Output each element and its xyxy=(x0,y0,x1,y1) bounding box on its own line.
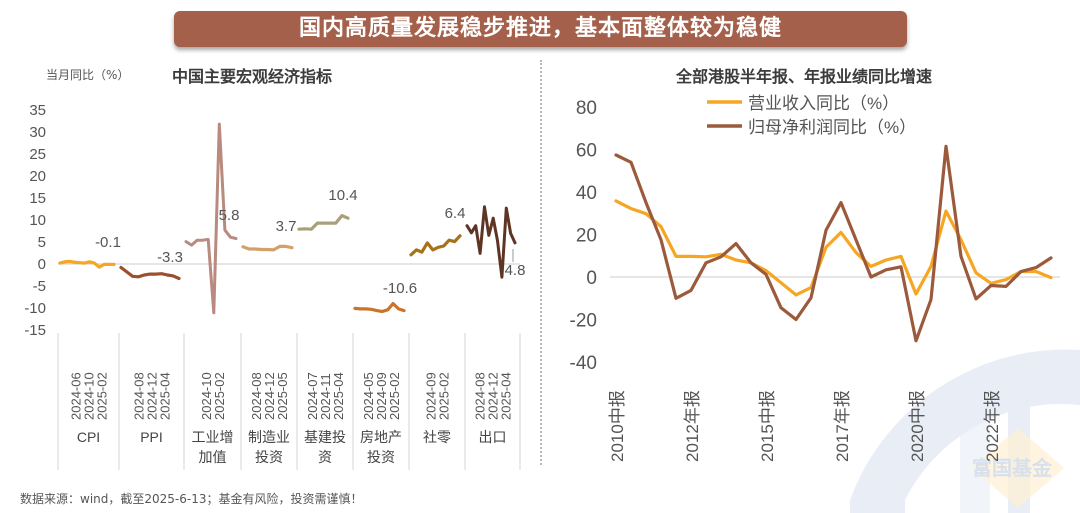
x-tick-date-label: 2024-11 xyxy=(318,373,333,420)
watermark-logo: 富国基金 xyxy=(850,349,1080,513)
left-y-tick-label: 5 xyxy=(38,234,46,251)
series-line-5 xyxy=(353,302,406,314)
x-tick-date-label: 2025-04 xyxy=(158,372,173,420)
right-y-tick-label: -20 xyxy=(570,311,597,332)
category-label: 制造业投资 xyxy=(248,429,290,465)
x-tick-date-label: 2024-10 xyxy=(82,372,97,420)
category-label-line: 制造业 xyxy=(248,429,290,445)
left-y-axis-unit: 当月同比（%） xyxy=(46,68,130,82)
panel-divider xyxy=(540,60,542,465)
x-tick-date-label: 2025-02 xyxy=(437,372,452,420)
banner-title: 国内高质量发展稳步推进，基本面整体较为稳健 xyxy=(174,11,907,47)
series-end-label: -10.6 xyxy=(383,280,417,297)
category-label: CPI xyxy=(77,429,100,445)
right-chart-title: 全部港股半年报、年报业绩同比增速 xyxy=(676,67,933,86)
right-y-tick-label: 0 xyxy=(586,268,597,289)
left-chart: 35302520151050-5-10-15-0.12024-062024-10… xyxy=(24,102,525,470)
right-x-tick-label: 2012年报 xyxy=(683,390,702,462)
left-y-tick-label: 15 xyxy=(29,190,46,207)
x-tick-date-label: 2024-12 xyxy=(145,372,160,420)
watermark-text: 富国基金 xyxy=(972,456,1053,480)
x-tick-date-label: 2024-12 xyxy=(262,372,277,420)
x-tick-date-label: 2025-05 xyxy=(275,372,290,420)
category-label-line: PPI xyxy=(140,429,163,445)
x-tick-date-label: 2024-12 xyxy=(486,372,501,420)
series-end-label: -0.1 xyxy=(95,234,121,251)
x-tick-date-label: 2024-09 xyxy=(424,372,439,420)
left-y-tick-label: 30 xyxy=(29,124,46,141)
series-end-label: 4.8 xyxy=(505,262,526,279)
series-line-4 xyxy=(297,214,350,231)
right-y-tick-label: 60 xyxy=(576,141,597,162)
category-label: 出口 xyxy=(479,429,507,445)
x-tick-date-label: 2024-09 xyxy=(374,372,389,420)
category-label: 社零 xyxy=(423,429,451,445)
category-label-line: CPI xyxy=(77,429,100,445)
series-end-label: -3.3 xyxy=(157,249,183,266)
series-end-label: 5.8 xyxy=(219,207,240,224)
category-label: 房地产投资 xyxy=(360,429,402,465)
series-line-0 xyxy=(58,259,116,269)
legend-label-0: 营业收入同比（%） xyxy=(748,94,899,113)
series-line-6 xyxy=(409,234,462,257)
series-end-label: 10.4 xyxy=(328,187,357,204)
right-chart: 80 60 40 20 0 -20 -40 2010中报 2012年报 2015中报 2017年报 2… xyxy=(570,94,1060,462)
right-x-tick-label: 2020中报 xyxy=(908,390,927,462)
series-line-3 xyxy=(241,244,294,252)
right-y-tick-label: 40 xyxy=(576,183,597,204)
series-line-1 xyxy=(119,265,181,281)
left-y-tick-label: -5 xyxy=(33,278,46,295)
right-x-tick-label: 2022年报 xyxy=(983,390,1002,462)
category-label: 基建投资 xyxy=(304,429,346,465)
category-label-line: 房地产 xyxy=(360,429,402,445)
x-tick-date-label: 2025-04 xyxy=(499,372,514,420)
right-y-tick-label: -40 xyxy=(570,353,597,374)
x-tick-date-label: 2024-10 xyxy=(199,372,214,420)
footer-source: 数据来源：wind，截至2025-6-13；基金有风险，投资需谨慎！ xyxy=(20,492,363,506)
right-series-line-0 xyxy=(614,199,1053,297)
x-tick-date-label: 2025-02 xyxy=(95,372,110,420)
left-y-tick-label: 20 xyxy=(29,168,46,185)
x-tick-date-label: 2024-08 xyxy=(249,372,264,420)
category-label: PPI xyxy=(140,429,163,445)
x-tick-date-label: 2025-04 xyxy=(331,372,346,420)
series-line-2 xyxy=(184,122,238,315)
x-tick-date-label: 2024-05 xyxy=(361,372,376,420)
right-series-line-1 xyxy=(614,144,1053,343)
category-label-line: 投资 xyxy=(255,449,283,465)
series-end-label: 6.4 xyxy=(445,205,466,222)
category-label-line: 出口 xyxy=(479,429,507,445)
category-label: 工业增加值 xyxy=(192,429,234,465)
left-y-tick-label: -10 xyxy=(24,300,46,317)
left-y-tick-label: 10 xyxy=(29,212,46,229)
right-x-tick-label: 2015中报 xyxy=(758,390,777,462)
category-label-line: 加值 xyxy=(199,449,227,465)
right-y-tick-label: 20 xyxy=(576,226,597,247)
left-y-tick-label: 35 xyxy=(29,102,46,119)
category-label-line: 工业增 xyxy=(192,429,234,445)
legend-label-1: 归母净利润同比（%） xyxy=(748,118,916,137)
x-tick-date-label: 2024-07 xyxy=(305,372,320,420)
category-label-line: 资 xyxy=(318,449,332,465)
x-tick-date-label: 2025-02 xyxy=(387,372,402,420)
right-y-tick-label: 80 xyxy=(576,98,597,119)
x-tick-date-label: 2025-02 xyxy=(212,372,227,420)
category-label-line: 基建投 xyxy=(304,429,346,445)
left-chart-title: 中国主要宏观经济指标 xyxy=(172,67,333,86)
series-line-7 xyxy=(465,205,517,279)
series-end-label: 3.7 xyxy=(276,218,297,235)
category-label-line: 投资 xyxy=(367,449,395,465)
left-y-tick-label: 0 xyxy=(38,256,46,273)
right-x-tick-label: 2010中报 xyxy=(608,390,627,462)
right-x-tick-label: 2017年报 xyxy=(833,390,852,462)
left-y-tick-label: -15 xyxy=(24,322,46,339)
category-label-line: 社零 xyxy=(423,429,451,445)
x-tick-date-label: 2024-08 xyxy=(473,372,488,420)
x-tick-date-label: 2024-06 xyxy=(69,372,84,420)
x-tick-date-label: 2024-08 xyxy=(132,372,147,420)
left-y-tick-label: 25 xyxy=(29,146,46,163)
